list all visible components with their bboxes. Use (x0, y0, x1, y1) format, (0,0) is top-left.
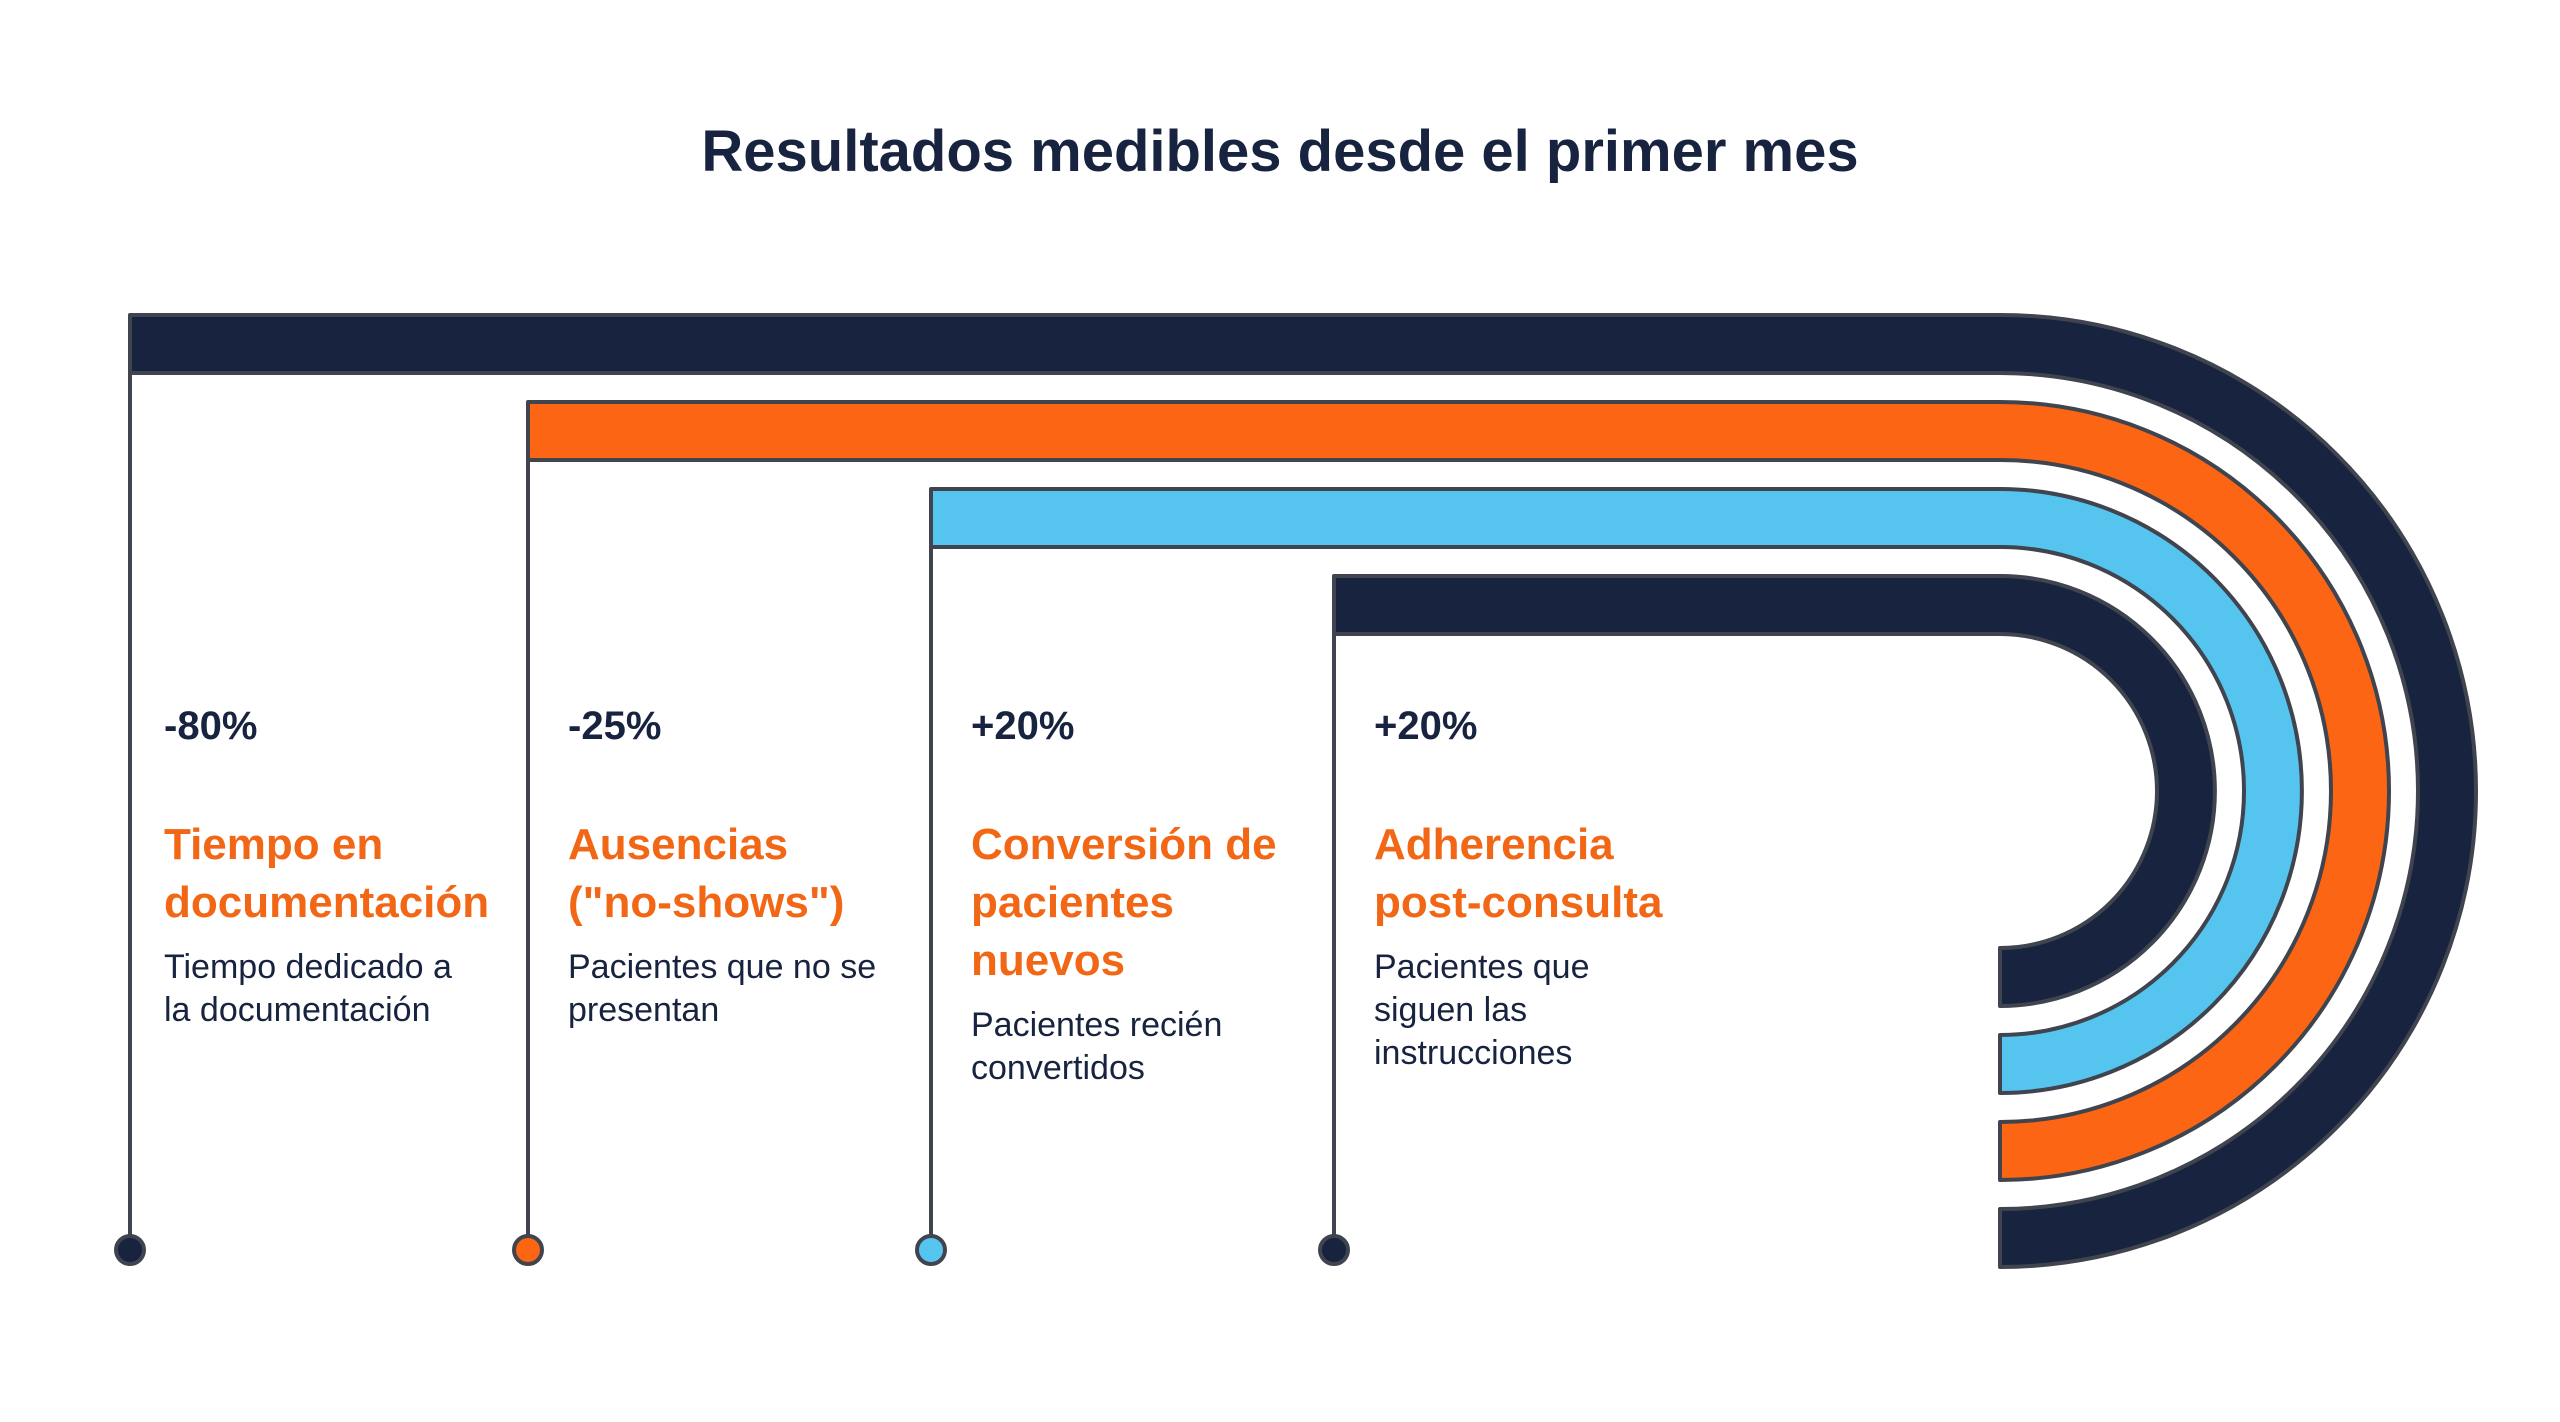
metric-description: Pacientes que siguen las instrucciones (1374, 948, 1590, 1072)
metric-item-4: +20% Adherencia post-consulta Pacientes … (1374, 706, 1734, 1075)
metric-value: +20% (971, 704, 1075, 748)
metric-item-3: +20% Conversión de pacientes nuevos Paci… (971, 706, 1331, 1090)
metric-description: Pacientes recién convertidos (971, 1006, 1223, 1087)
band-3-arc (929, 487, 2304, 1095)
band-4-dot (1318, 1234, 1350, 1266)
band-4-arc (1332, 574, 2217, 1008)
metric-description: Tiempo dedicado a la documentación (164, 948, 452, 1029)
metric-value: +20% (1374, 704, 1478, 748)
band-2-dot (512, 1234, 544, 1266)
metric-value: -80% (164, 704, 258, 748)
metric-value: -25% (568, 704, 662, 748)
band-1-arc (128, 313, 2478, 1269)
metric-label: Tiempo en documentación (164, 820, 490, 927)
page-title: Resultados medibles desde el primer mes (701, 119, 1859, 184)
band-1-dot (114, 1234, 146, 1266)
metric-item-1: -80% Tiempo en documentación Tiempo dedi… (164, 706, 524, 1032)
band-2-arc (526, 400, 2391, 1182)
metric-description: Pacientes que no se presentan (568, 948, 877, 1029)
metric-label: Adherencia post-consulta (1374, 820, 1663, 927)
metric-label: Conversión de pacientes nuevos (971, 820, 1277, 985)
metric-item-2: -25% Ausencias ("no-shows") Pacientes qu… (568, 706, 928, 1032)
metric-label: Ausencias ("no-shows") (568, 820, 845, 927)
band-3-dot (915, 1234, 947, 1266)
